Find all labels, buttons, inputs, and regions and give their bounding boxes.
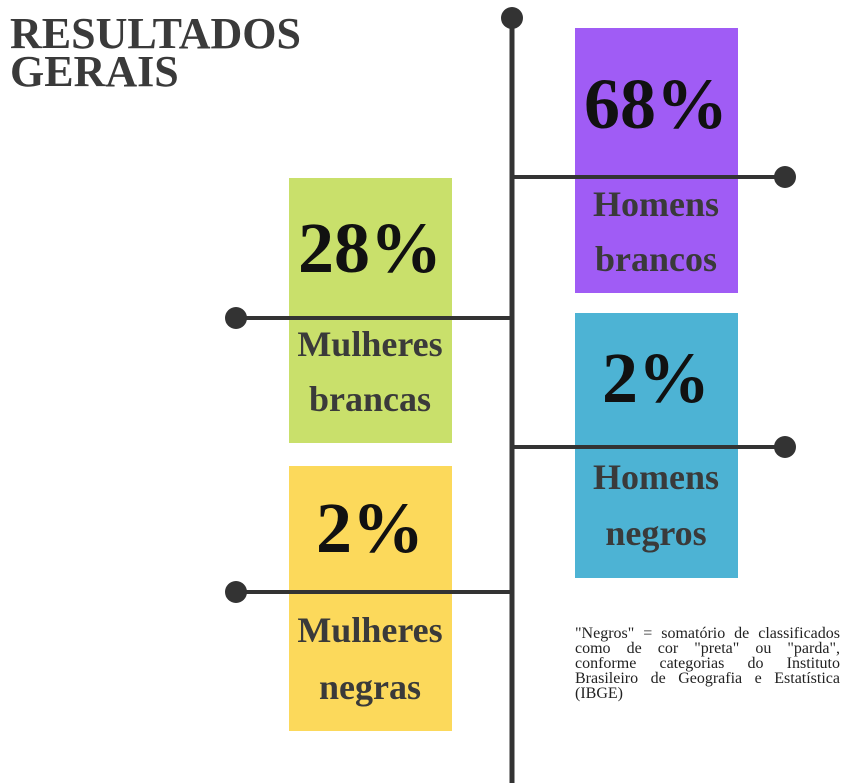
connector-dot — [774, 166, 796, 188]
label: Homens — [593, 184, 719, 224]
percent: 2% — [602, 338, 710, 418]
label: brancas — [309, 379, 431, 419]
percent: 28% — [298, 208, 442, 288]
title-line: RESULTADOS — [10, 9, 301, 58]
footnote: "Negros" = somatório de classificados co… — [575, 625, 840, 702]
percent: 2% — [316, 488, 424, 568]
label: Mulheres — [297, 324, 442, 364]
timeline-dot — [501, 7, 523, 29]
percent: 68% — [584, 64, 728, 144]
connector-dot — [774, 436, 796, 458]
label: negras — [319, 667, 421, 707]
connector-dot — [225, 581, 247, 603]
title-line: GERAIS — [10, 47, 179, 96]
box-green — [289, 178, 452, 443]
label: Homens — [593, 457, 719, 497]
label: Mulheres — [297, 610, 442, 650]
connector-dot — [225, 307, 247, 329]
box-purple — [575, 28, 738, 293]
label: negros — [605, 513, 706, 553]
label: brancos — [595, 239, 717, 279]
box-yellow — [289, 466, 452, 731]
